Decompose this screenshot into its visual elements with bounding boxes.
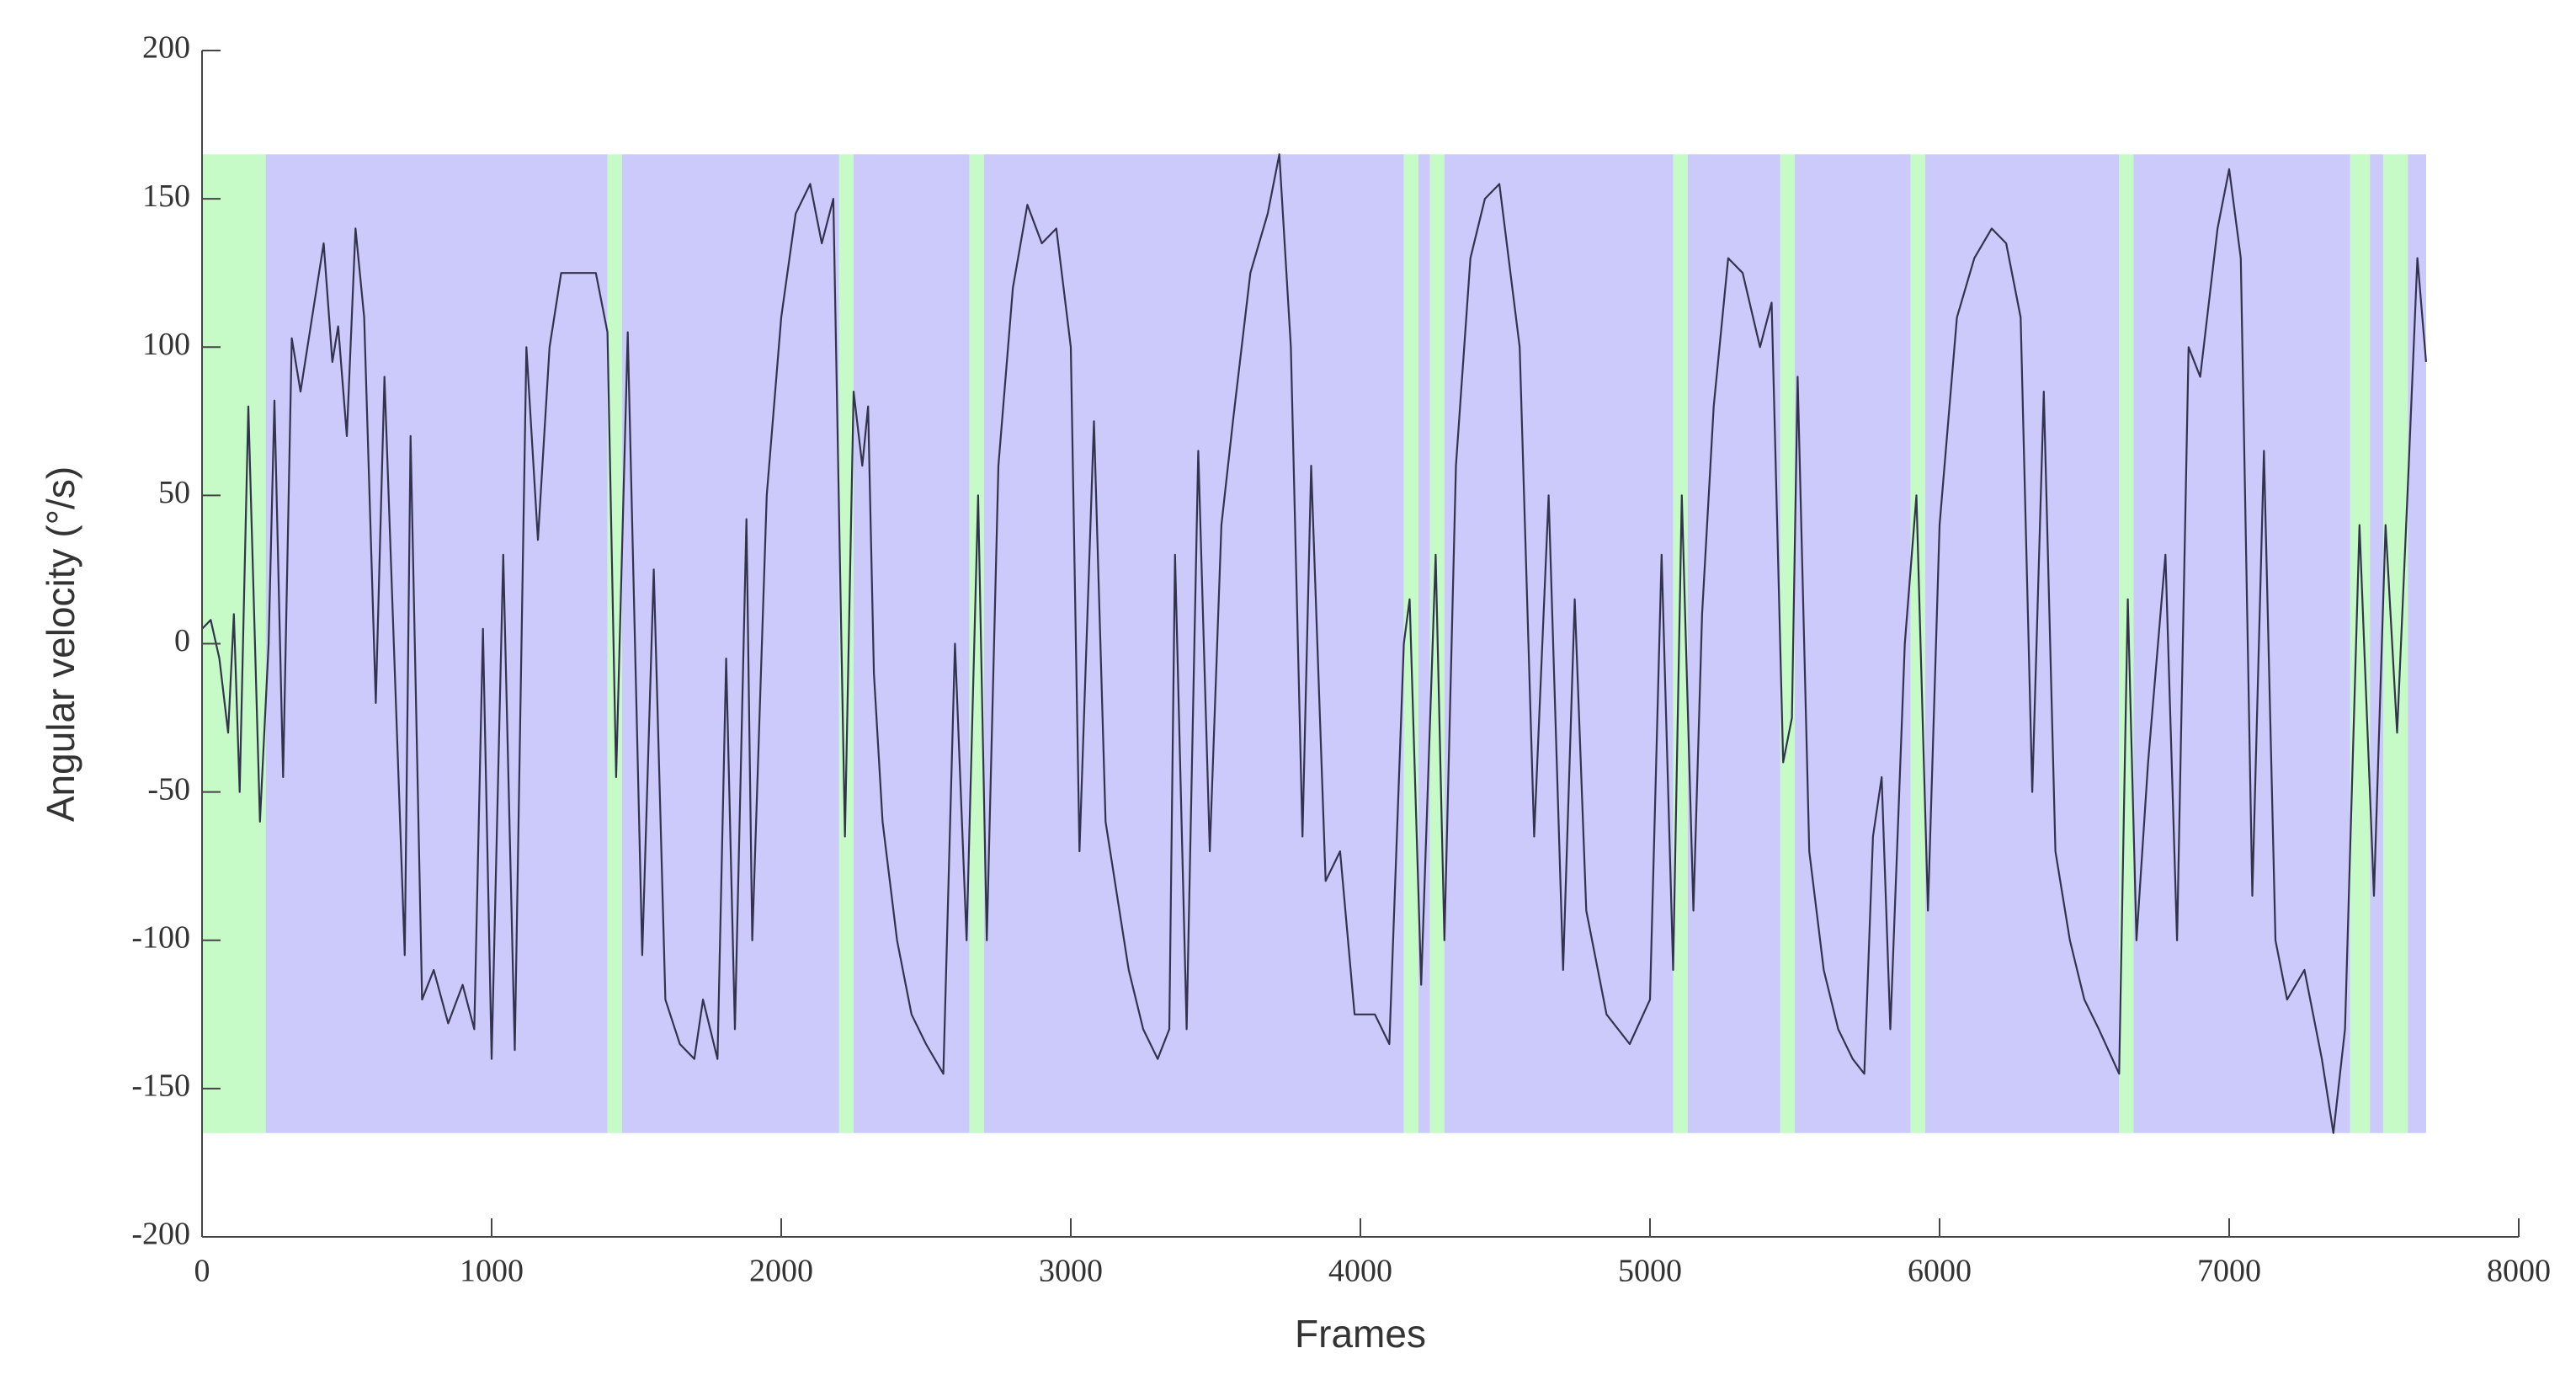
x-tick-label: 6000 bbox=[1908, 1254, 1972, 1289]
y-tick-label: 100 bbox=[142, 327, 190, 362]
x-tick-label: 1000 bbox=[460, 1254, 524, 1289]
region bbox=[854, 154, 970, 1133]
x-tick-label: 0 bbox=[194, 1254, 210, 1289]
y-tick-label: 150 bbox=[142, 178, 190, 214]
region bbox=[838, 154, 854, 1133]
x-axis-label: Frames bbox=[1295, 1312, 1426, 1356]
region bbox=[1418, 154, 1430, 1133]
y-tick-label: 200 bbox=[142, 30, 190, 66]
y-tick-label: 0 bbox=[174, 623, 190, 658]
y-tick-label: -150 bbox=[131, 1068, 190, 1104]
region bbox=[1780, 154, 1795, 1133]
region bbox=[2383, 154, 2408, 1133]
region bbox=[1687, 154, 1780, 1133]
region bbox=[621, 154, 839, 1133]
region bbox=[1924, 154, 2120, 1133]
y-tick-label: -50 bbox=[147, 771, 190, 807]
region bbox=[969, 154, 984, 1133]
y-axis-label: Angular velocity (°/s) bbox=[39, 466, 82, 822]
region bbox=[2350, 154, 2371, 1133]
region bbox=[1910, 154, 1925, 1133]
x-tick-label: 5000 bbox=[1618, 1254, 1682, 1289]
region bbox=[265, 154, 608, 1133]
region bbox=[2408, 154, 2426, 1133]
y-tick-label: -200 bbox=[131, 1217, 190, 1252]
data-line bbox=[201, 153, 2427, 1134]
x-tick-label: 2000 bbox=[749, 1254, 813, 1289]
region bbox=[1673, 154, 1688, 1133]
x-tick-label: 3000 bbox=[1039, 1254, 1103, 1289]
x-tick-label: 7000 bbox=[2197, 1254, 2261, 1289]
y-tick-label: 50 bbox=[158, 475, 190, 510]
x-tick-label: 8000 bbox=[2487, 1254, 2551, 1289]
y-tick-label: -100 bbox=[131, 919, 190, 955]
x-tick-label: 4000 bbox=[1328, 1254, 1392, 1289]
region bbox=[1795, 154, 1911, 1133]
region bbox=[607, 154, 622, 1133]
region bbox=[1444, 154, 1674, 1133]
